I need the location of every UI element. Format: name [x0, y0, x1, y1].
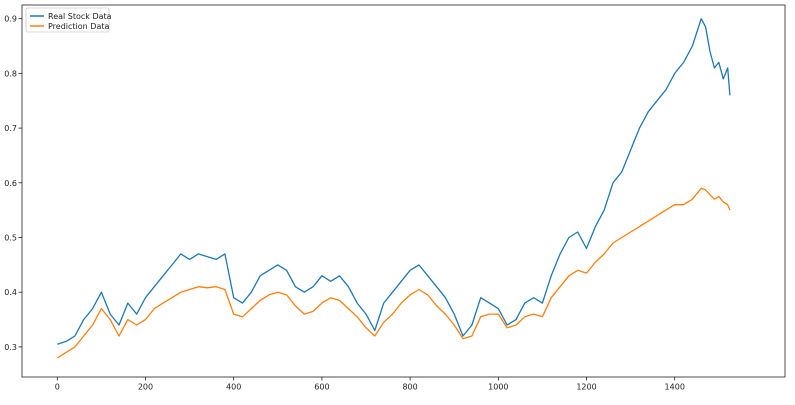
x-tick-label: 400	[226, 383, 241, 392]
x-tick-label: 0	[55, 383, 60, 392]
x-tick-label: 200	[138, 383, 153, 392]
plot-background	[22, 5, 785, 377]
axes: 0 200 400 600 800 1000 1200 1400 0.3 0.4 0.5 0.6 0.7…	[4, 4, 786, 392]
x-tick-label: 1200	[576, 383, 596, 392]
y-tick-label: 0.3	[4, 343, 17, 352]
x-tick-label: 1000	[488, 383, 508, 392]
axes-frame	[21, 4, 786, 378]
x-tick-label: 1400	[665, 383, 685, 392]
y-tick-label: 0.6	[4, 179, 17, 188]
y-tick-label: 0.9	[4, 15, 17, 24]
series-line-0	[57, 18, 731, 345]
plot-area	[56, 18, 731, 359]
series-line-1	[56, 187, 731, 359]
y-tick-label: 0.7	[4, 124, 17, 133]
y-tick-label: 0.4	[4, 288, 17, 297]
legend-box	[25, 7, 110, 33]
legend-label-1: Prediction Data	[48, 22, 109, 31]
y-tick-label: 0.5	[4, 234, 17, 243]
x-tick-label: 800	[402, 383, 417, 392]
x-tick-label: 600	[314, 383, 329, 392]
y-tick-label: 0.8	[4, 69, 17, 78]
legend-label-0: Real Stock Data	[48, 12, 112, 21]
